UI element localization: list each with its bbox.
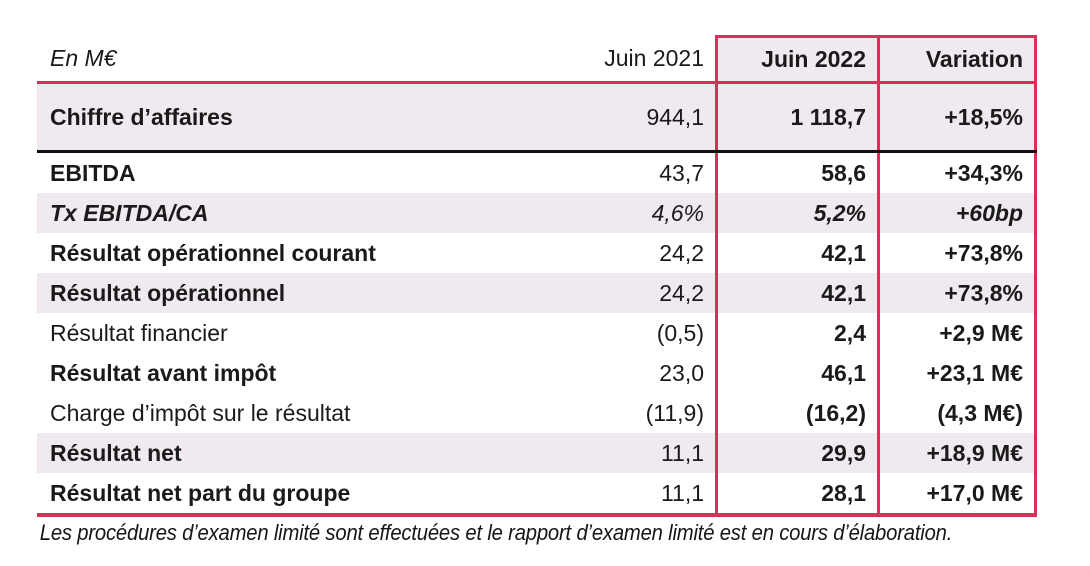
row-resultat-net-part-groupe: Résultat net part du groupe 11,1 28,1 +1…: [37, 473, 1037, 513]
unit-label: En M€: [50, 44, 117, 71]
value-juin-2022: (16,2): [715, 393, 877, 433]
column-header-juin-2022: Juin 2022: [715, 35, 877, 81]
row-label: Résultat opérationnel: [50, 279, 286, 306]
row-charge-impot: Charge d’impôt sur le résultat (11,9) (1…: [37, 393, 1037, 433]
value-variation: +18,9 M€: [877, 433, 1037, 473]
value-juin-2021: 23,0: [659, 359, 704, 386]
section-divider-line: [37, 150, 1037, 153]
value-variation: (4,3 M€): [877, 393, 1037, 433]
value-variation: +73,8%: [877, 233, 1037, 273]
value-juin-2021: 43,7: [659, 159, 704, 186]
column-header-juin-2021: Juin 2021: [604, 44, 704, 71]
value-juin-2022: 1 118,7: [715, 84, 877, 150]
row-ebitda: EBITDA 43,7 58,6 +34,3%: [37, 153, 1037, 193]
row-label: Charge d’impôt sur le résultat: [50, 399, 351, 426]
value-variation: +2,9 M€: [877, 313, 1037, 353]
value-juin-2021: (11,9): [645, 399, 704, 426]
value-variation: +73,8%: [877, 273, 1037, 313]
row-label: Résultat opérationnel courant: [50, 239, 376, 266]
value-variation: +34,3%: [877, 153, 1037, 193]
value-juin-2022: 28,1: [715, 473, 877, 513]
value-juin-2021: 944,1: [646, 103, 704, 130]
header-divider-line: [37, 81, 1037, 84]
row-resultat-avant-impot: Résultat avant impôt 23,0 46,1 +23,1 M€: [37, 353, 1037, 393]
value-juin-2022: 58,6: [715, 153, 877, 193]
row-label: Résultat net: [50, 439, 182, 466]
value-variation: +60bp: [877, 193, 1037, 233]
value-variation: +18,5%: [877, 84, 1037, 150]
column-header-variation: Variation: [877, 35, 1037, 81]
value-juin-2021: 4,6%: [651, 199, 704, 226]
value-juin-2021: 11,1: [660, 439, 704, 466]
row-chiffre-affaires: Chiffre d’affaires 944,1 1 118,7 +18,5%: [37, 84, 1037, 150]
row-label: Tx EBITDA/CA: [50, 199, 209, 226]
row-resultat-operationnel-courant: Résultat opérationnel courant 24,2 42,1 …: [37, 233, 1037, 273]
value-juin-2021: (0,5): [656, 319, 704, 346]
row-label: EBITDA: [50, 159, 136, 186]
row-resultat-operationnel: Résultat opérationnel 24,2 42,1 +73,8%: [37, 273, 1037, 313]
value-juin-2022: 46,1: [715, 353, 877, 393]
value-variation: +17,0 M€: [877, 473, 1037, 513]
financial-results-table: En M€ Juin 2021 Juin 2022 Variation Chif…: [37, 35, 1037, 546]
value-juin-2022: 42,1: [715, 273, 877, 313]
value-juin-2021: 11,1: [660, 479, 704, 506]
row-label: Résultat avant impôt: [50, 359, 277, 386]
value-juin-2021: 24,2: [659, 279, 704, 306]
table-header-row: En M€ Juin 2021 Juin 2022 Variation: [37, 35, 1037, 81]
value-juin-2022: 5,2%: [715, 193, 877, 233]
footnote-text: Les procédures d’examen limité sont effe…: [39, 520, 953, 545]
row-resultat-net: Résultat net 11,1 29,9 +18,9 M€: [37, 433, 1037, 473]
value-juin-2021: 24,2: [659, 239, 704, 266]
value-juin-2022: 2,4: [715, 313, 877, 353]
row-label: Chiffre d’affaires: [50, 103, 233, 130]
row-label: Résultat financier: [50, 319, 228, 346]
value-juin-2022: 42,1: [715, 233, 877, 273]
value-variation: +23,1 M€: [877, 353, 1037, 393]
value-juin-2022: 29,9: [715, 433, 877, 473]
row-label: Résultat net part du groupe: [50, 479, 351, 506]
row-tx-ebitda-ca: Tx EBITDA/CA 4,6% 5,2% +60bp: [37, 193, 1037, 233]
table-bottom-line: [37, 513, 1037, 517]
row-resultat-financier: Résultat financier (0,5) 2,4 +2,9 M€: [37, 313, 1037, 353]
